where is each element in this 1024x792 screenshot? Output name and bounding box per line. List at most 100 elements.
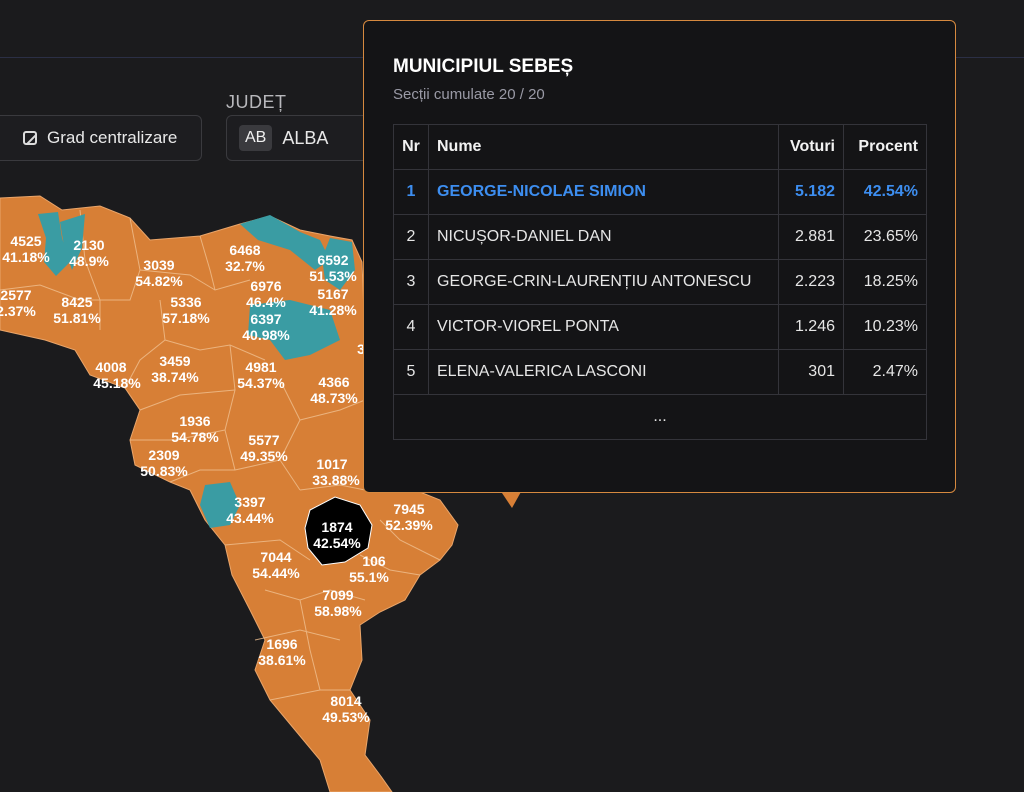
svg-text:48.73%: 48.73% — [310, 390, 358, 406]
row-percent: 23.65% — [843, 214, 927, 260]
results-table: Nr Nume Voturi Procent 1 GEORGE-NICOLAE … — [393, 124, 927, 440]
row-name: NICUȘOR-DANIEL DAN — [428, 214, 779, 260]
svg-text:2.37%: 2.37% — [0, 303, 36, 319]
svg-text:40.98%: 40.98% — [242, 327, 290, 343]
svg-text:38.74%: 38.74% — [151, 369, 199, 385]
row-percent: 2.47% — [843, 349, 927, 395]
row-nr: 1 — [393, 169, 429, 215]
table-more-row: ... — [393, 394, 927, 440]
svg-text:2309: 2309 — [148, 447, 179, 463]
table-row: 4 VICTOR-VIOREL PONTA 1.246 10.23% — [393, 304, 927, 350]
svg-text:1936: 1936 — [179, 413, 210, 429]
svg-text:6397: 6397 — [250, 311, 281, 327]
svg-text:55.1%: 55.1% — [349, 569, 389, 585]
svg-text:7945: 7945 — [393, 501, 424, 517]
svg-text:50.83%: 50.83% — [140, 463, 188, 479]
municipality-teal-2[interactable] — [60, 214, 85, 270]
svg-text:57.18%: 57.18% — [162, 310, 210, 326]
municipality-tooltip: MUNICIPIUL SEBEȘ Secții cumulate 20 / 20… — [363, 20, 956, 493]
row-name: GEORGE-CRIN-LAURENȚIU ANTONESCU — [428, 259, 779, 305]
municipality-teal-1[interactable] — [38, 212, 70, 276]
svg-text:54.82%: 54.82% — [135, 273, 183, 289]
svg-text:8425: 8425 — [61, 294, 92, 310]
svg-text:6468: 6468 — [229, 242, 260, 258]
row-name: GEORGE-NICOLAE SIMION — [428, 169, 779, 215]
row-nr: 3 — [393, 259, 429, 305]
svg-text:7044: 7044 — [260, 549, 291, 565]
row-nr: 2 — [393, 214, 429, 260]
grad-centralizare-button[interactable]: Grad centralizare — [0, 115, 202, 161]
row-votes: 5.182 — [778, 169, 844, 215]
municipality-borders — [0, 209, 441, 701]
tooltip-title: MUNICIPIUL SEBEȘ — [393, 56, 574, 77]
row-percent: 18.25% — [843, 259, 927, 305]
row-votes: 301 — [778, 349, 844, 395]
svg-text:48.9%: 48.9% — [69, 253, 109, 269]
table-row: 1 GEORGE-NICOLAE SIMION 5.182 42.54% — [393, 169, 927, 215]
judet-name: ALBA — [282, 127, 329, 148]
svg-text:41.18%: 41.18% — [2, 249, 50, 265]
municipality-teal-6[interactable] — [200, 482, 240, 528]
tooltip-subtitle: Secții cumulate 20 / 20 — [393, 86, 545, 103]
svg-text:45.18%: 45.18% — [93, 375, 141, 391]
row-name: ELENA-VALERICA LASCONI — [428, 349, 779, 395]
table-row: 2 NICUȘOR-DANIEL DAN 2.881 23.65% — [393, 214, 927, 260]
map-label: 3 — [357, 341, 365, 357]
municipality-teal-3[interactable] — [240, 215, 330, 270]
svg-text:54.78%: 54.78% — [171, 429, 219, 445]
svg-text:32.7%: 32.7% — [225, 258, 265, 274]
svg-text:54.44%: 54.44% — [252, 565, 300, 581]
table-row: 3 GEORGE-CRIN-LAURENȚIU ANTONESCU 2.223 … — [393, 259, 927, 305]
svg-text:3: 3 — [357, 341, 365, 357]
svg-text:5336: 5336 — [170, 294, 201, 310]
table-header-row: Nr Nume Voturi Procent — [393, 124, 927, 170]
row-votes: 2.223 — [778, 259, 844, 305]
municipality-sebes-selected[interactable] — [304, 496, 373, 566]
svg-text:1017: 1017 — [316, 456, 347, 472]
table-row: 5 ELENA-VALERICA LASCONI 301 2.47% — [393, 349, 927, 395]
municipality-teal-4[interactable] — [322, 238, 355, 290]
svg-text:3397: 3397 — [234, 494, 265, 510]
svg-text:106: 106 — [362, 553, 386, 569]
svg-text:52.39%: 52.39% — [385, 517, 433, 533]
svg-text:4981: 4981 — [245, 359, 276, 375]
row-nr: 4 — [393, 304, 429, 350]
gradient-square-icon — [23, 131, 37, 145]
svg-text:51.81%: 51.81% — [53, 310, 101, 326]
row-votes: 2.881 — [778, 214, 844, 260]
svg-text:8014: 8014 — [330, 693, 361, 709]
svg-text:6976: 6976 — [250, 278, 281, 294]
svg-text:4008: 4008 — [95, 359, 126, 375]
municipality-teal-5[interactable] — [248, 300, 340, 360]
svg-text:49.35%: 49.35% — [240, 448, 288, 464]
map-fragment — [500, 490, 522, 508]
svg-text:7099: 7099 — [322, 587, 353, 603]
svg-text:51.53%: 51.53% — [309, 268, 357, 284]
svg-text:58.98%: 58.98% — [314, 603, 362, 619]
svg-text:2577: 2577 — [0, 287, 31, 303]
row-percent: 42.54% — [843, 169, 927, 215]
header-nr: Nr — [393, 124, 429, 170]
svg-text:3459: 3459 — [159, 353, 190, 369]
svg-text:6592: 6592 — [317, 252, 348, 268]
svg-text:4525: 4525 — [10, 233, 41, 249]
